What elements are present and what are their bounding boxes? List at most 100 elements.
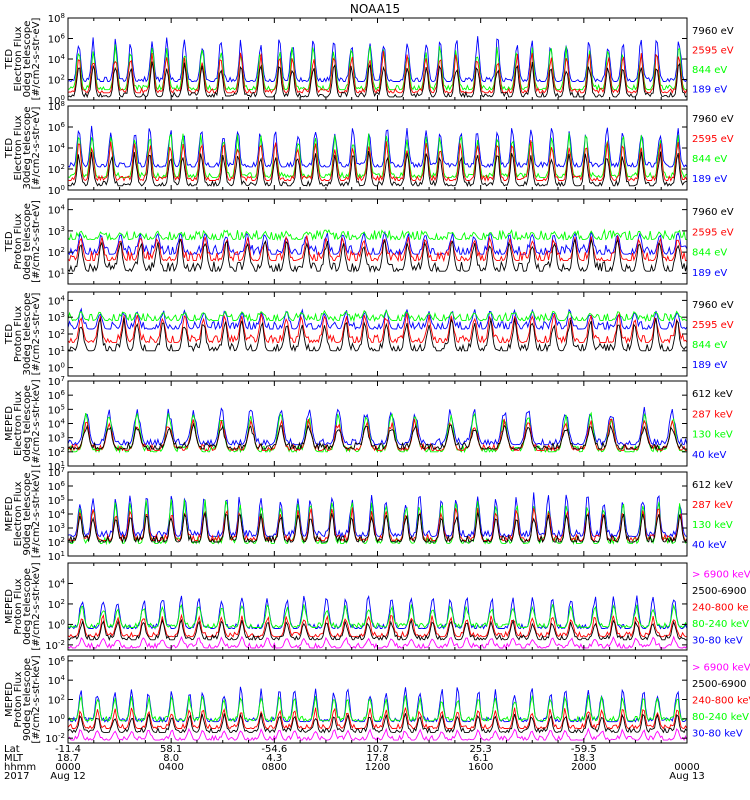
y-tick-label: 104 [48,508,66,521]
legend-label: 189 eV [692,268,727,279]
y-tick-label: 100 [48,362,65,375]
legend-label: 2595 eV [692,320,734,331]
y-tick-label: 103 [48,311,65,324]
y-axis-label-line: Electron Flux [13,391,24,456]
legend-label: 240-800 ke [692,603,749,614]
y-axis-label-line: 30deg telescope [22,106,33,189]
y-axis-label-line: [#/cm2-s-str-eV] [31,18,42,101]
legend-label: 612 keV [692,389,733,400]
y-tick-label: 101 [48,267,65,280]
legend-label: 2595 eV [692,227,734,238]
legend-label: 2500-6900 [692,586,747,597]
y-axis-label-line: 90deg telescope [22,658,33,741]
x-tick-label-hhmm: 0000 [55,762,80,773]
y-axis-label-line: [#/cm2-s-str-eV] [31,107,42,190]
x-tick-label-hhmm: 1600 [468,762,493,773]
series-red-line [67,312,688,345]
series-black-line [67,238,688,273]
y-axis-label: MEPEDProton Flux90deg telescope[#/cm2-s-… [4,655,42,743]
y-tick-label: 107 [48,375,65,388]
y-axis-label-line: Proton Flux [13,671,24,727]
y-tick-label: 102 [48,246,65,259]
legend-label: 844 eV [692,65,727,76]
x-tick-label-lat: 10.7 [366,744,388,755]
y-axis-label-line: MEPED [4,406,15,441]
y-axis-label-line: MEPED [4,682,15,717]
y-axis-label-line: [#/cm2-s-str-keV] [31,379,42,467]
x-tick-label-mlt: 17.8 [366,753,388,764]
x-tick-label-hhmm: 0000 [674,762,699,773]
legend-label: 844 eV [692,340,727,351]
x-tick-label-lat: -59.5 [571,744,597,755]
legend-label: 287 keV [692,409,733,420]
series-black-line [67,618,687,641]
legend-label: 7960 eV [692,300,734,311]
y-tick-label: 106 [48,480,66,493]
y-axis-label-line: Electron Flux [13,481,24,546]
y-axis-label-line: TED [4,324,15,345]
y-tick-label: 106 [48,121,66,134]
x-tick-label-lat: -11.4 [55,744,81,755]
legend-label: 40 keV [692,540,726,551]
y-tick-label: 102 [48,328,65,341]
y-tick-label: 104 [48,142,66,155]
series-red-line [67,418,687,452]
y-axis-label-line: 0deg telescope [22,385,33,462]
y-tick-label: 102 [48,163,65,176]
y-axis-label-line: Proton Flux [13,306,24,362]
y-axis-label-line: [#/cm2-s-str-keV] [31,655,42,743]
y-tick-label: 106 [48,33,66,46]
y-tick-label: 108 [48,100,65,113]
legend-label: 2595 eV [692,134,734,145]
y-tick-label: 100 [48,618,65,631]
y-tick-label: 105 [48,494,65,507]
y-tick-label: 104 [48,204,66,217]
panel-3: 101 102 103 104 TEDProton Flux0deg telescope… [4,198,734,285]
series-red-line [67,235,688,263]
y-tick-label: 102 [48,536,65,549]
legend-label: 130 keV [692,520,733,531]
x-tick-label-hhmm: 0400 [158,762,183,773]
legend-label: 7960 eV [692,26,734,37]
y-axis-label-line: 0deg telescope [22,21,33,98]
y-axis-label-line: Proton Flux [13,578,24,634]
series-black-line [67,713,688,734]
y-axis-label: MEPEDElectron Flux90deg telescope[#/cm2-… [4,470,42,558]
x-tick-label-mlt: 4.3 [266,753,282,764]
y-axis-label-line: Electron Flux [13,115,24,180]
x-tick-label-hhmm: 0800 [262,762,287,773]
legend-label: 30-80 keV [692,636,743,647]
series-green-line [67,695,688,722]
y-tick-label: 104 [48,577,66,590]
series-blue-line [67,492,688,539]
legend-label: 80-240 keV [692,619,749,630]
series-black-line [67,422,687,451]
series-red-line [67,50,688,94]
y-tick-label: 108 [48,12,65,25]
y-tick-label: 103 [48,432,65,445]
y-axis-label-line: Proton Flux [13,213,24,269]
series-blue-line [67,230,688,256]
y-axis-label: TEDElectron Flux0deg telescope[#/cm2-s-s… [4,18,42,101]
legend-label: 130 keV [692,430,733,441]
x-tick-label-lat: -54.6 [261,744,287,755]
y-tick-label: 102 [48,446,65,459]
series-green-line [67,132,688,179]
legend-label: 30-80 keV [692,729,743,740]
y-tick-label: 10-2 [45,639,65,652]
y-axis-label-line: TED [4,49,15,70]
y-axis-label: TEDElectron Flux30deg telescope[#/cm2-s-… [4,106,42,189]
plot-frame [67,655,688,744]
x-tick-label-hhmm: 1200 [365,762,390,773]
y-tick-label: 101 [48,345,65,358]
y-axis-label-line: [#/cm2-s-str-keV] [31,470,42,558]
y-tick-label: 106 [48,655,66,668]
y-tick-label: 104 [48,418,66,431]
y-tick-label: 104 [48,674,66,687]
y-tick-label: 107 [48,466,65,479]
x-tick-label-date: Aug 13 [669,771,704,782]
series-green-line [67,499,688,546]
